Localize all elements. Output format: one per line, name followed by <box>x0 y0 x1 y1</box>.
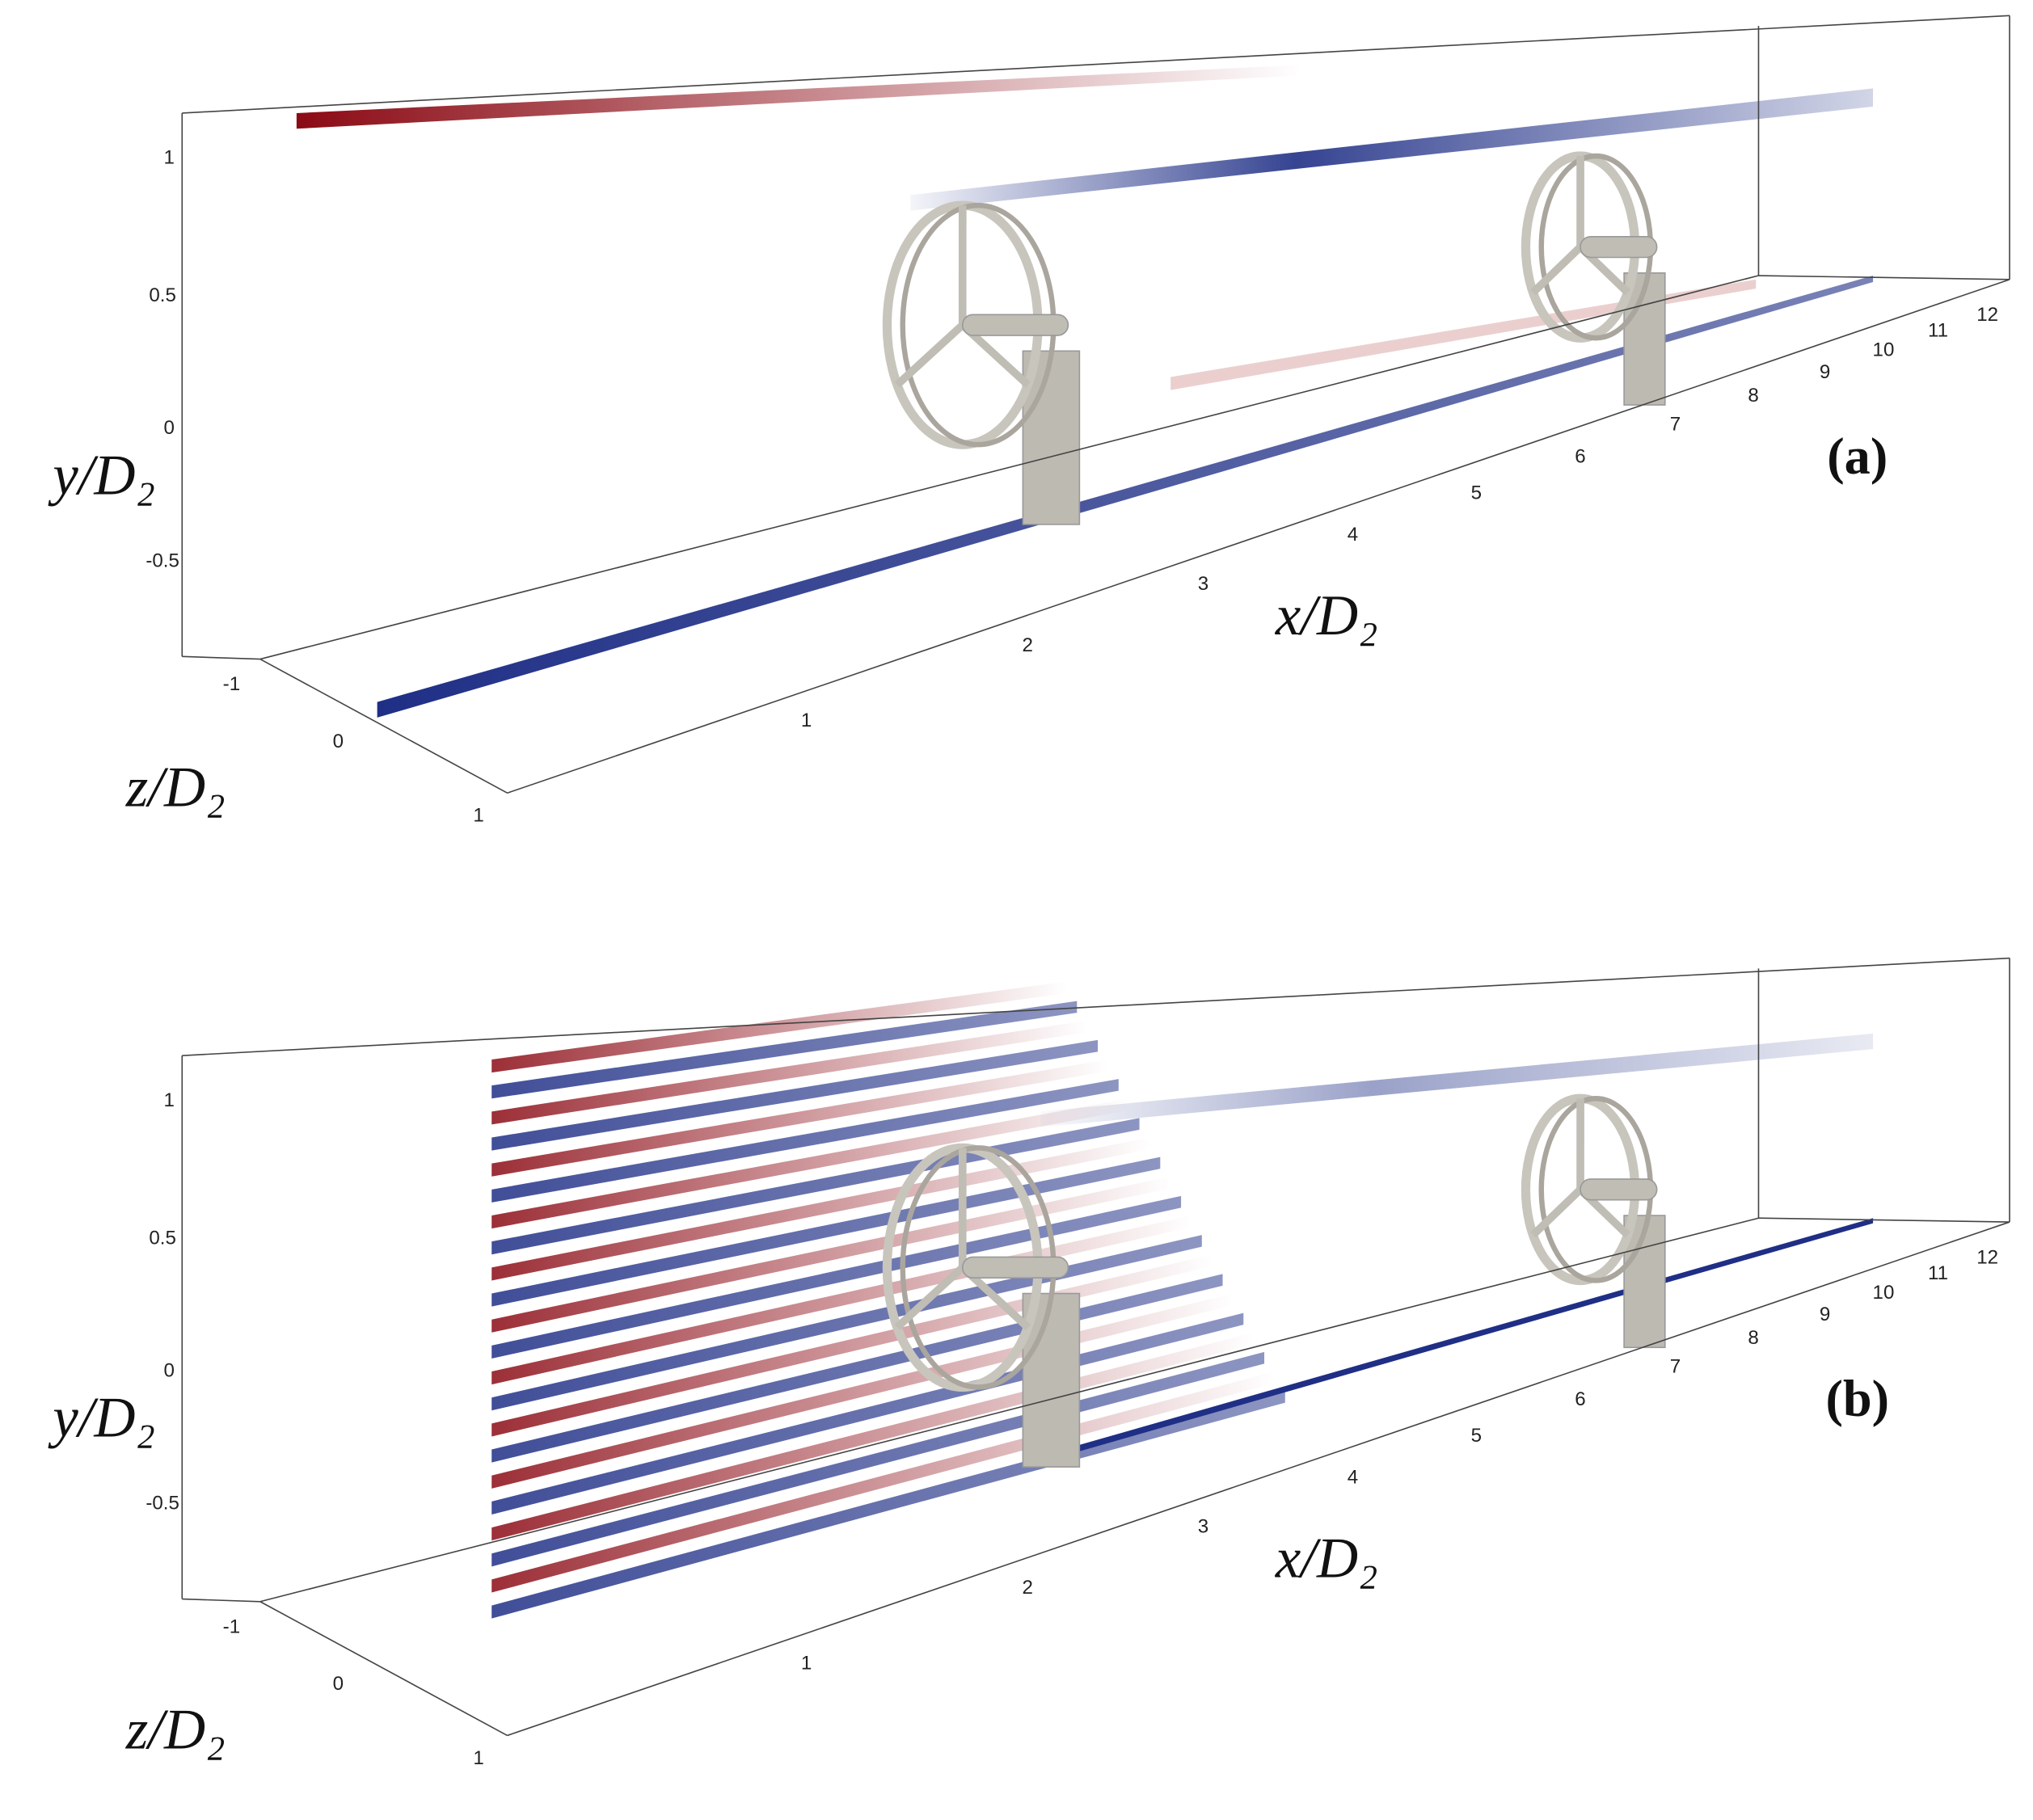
vorticity-stripe <box>491 1059 1108 1177</box>
x-tick-label: 5 <box>1471 482 1482 504</box>
x-tick-label: 3 <box>1198 573 1208 595</box>
nacelle <box>961 314 1069 336</box>
z-tick-label: 1 <box>473 805 483 827</box>
x-tick-label: 5 <box>1471 1425 1482 1447</box>
blade <box>894 322 965 388</box>
y-tick-label: 1 <box>163 1089 174 1111</box>
x-tick-label: 7 <box>1670 413 1681 435</box>
x-tick-label: 4 <box>1348 1466 1358 1488</box>
z-tick-label: -1 <box>223 1616 240 1637</box>
box-edge <box>1758 275 2010 280</box>
box-edge <box>259 275 1759 660</box>
x-tick-label: 11 <box>1928 1262 1948 1284</box>
x-tick-label: 9 <box>1820 361 1830 383</box>
x-tick-label: 1 <box>801 1652 812 1674</box>
x-tick-label: 10 <box>1873 339 1895 361</box>
vorticity-stripe <box>491 1195 1182 1359</box>
y-axis-label: y/D₂ <box>48 444 155 507</box>
vorticity-blue <box>377 276 1874 718</box>
blade <box>894 1264 965 1330</box>
vorticity-stripe <box>491 1176 1171 1333</box>
blade <box>1530 1186 1584 1238</box>
x-axis-label: x/D₂ <box>1275 1527 1378 1590</box>
z-tick-label: 0 <box>333 1673 344 1695</box>
vorticity-stripe <box>491 1156 1161 1307</box>
x-tick-label: 12 <box>1976 304 1998 326</box>
z-axis-label: z/D₂ <box>125 1699 226 1762</box>
x-tick-label: 4 <box>1348 524 1358 546</box>
box-edge <box>259 1601 508 1737</box>
vorticity-stripe <box>491 1039 1099 1151</box>
x-tick-label: 6 <box>1575 1388 1585 1410</box>
box-edge <box>1758 1217 2010 1223</box>
x-tick-label: 12 <box>1976 1246 1998 1268</box>
vorticity-stripe <box>491 1020 1088 1125</box>
x-tick-label: 7 <box>1670 1356 1681 1378</box>
nacelle <box>1580 1178 1658 1201</box>
box-edge <box>259 658 508 794</box>
x-tick-label: 10 <box>1873 1282 1895 1304</box>
z-axis-label: z/D₂ <box>125 756 226 819</box>
nacelle <box>1580 235 1658 259</box>
y-tick-label: 1 <box>163 147 174 169</box>
box-edge <box>259 1217 1759 1603</box>
y-tick-label: -0.5 <box>146 550 179 571</box>
y-tick-label: -0.5 <box>146 1492 179 1514</box>
x-tick-label: 9 <box>1820 1304 1830 1325</box>
x-tick-label: 6 <box>1575 446 1585 468</box>
y-axis-label: y/D₂ <box>48 1387 155 1450</box>
x-tick-label: 2 <box>1022 634 1032 656</box>
panel-label: (a) <box>1827 428 1887 485</box>
x-tick-label: 3 <box>1198 1515 1208 1537</box>
z-tick-label: -1 <box>223 673 240 695</box>
x-tick-label: 8 <box>1748 1327 1758 1349</box>
box-edge <box>182 957 2010 1056</box>
vorticity-blue <box>1040 1033 1874 1127</box>
vorticity-stripe <box>491 1098 1129 1229</box>
x-tick-label: 8 <box>1748 385 1758 407</box>
y-tick-label: 0 <box>163 1359 174 1381</box>
box-edge <box>182 1598 260 1603</box>
box-edge <box>182 655 260 660</box>
box-edge <box>507 279 2010 794</box>
vorticity-blue <box>910 88 1874 211</box>
x-axis-label: x/D₂ <box>1275 584 1378 647</box>
vorticity-stripe <box>491 1001 1078 1099</box>
vorticity-red <box>1170 279 1757 390</box>
x-tick-label: 1 <box>801 710 812 731</box>
x-tick-label: 2 <box>1022 1577 1032 1599</box>
panel: 12345678910111210.50-0.5-101x/D₂y/D₂z/D₂… <box>48 957 2010 1769</box>
panel-label: (b) <box>1825 1370 1889 1427</box>
blade <box>1530 244 1584 296</box>
y-tick-label: 0.5 <box>149 1227 176 1249</box>
z-tick-label: 1 <box>473 1747 483 1769</box>
vorticity-stripe <box>491 981 1067 1073</box>
vorticity-stripe <box>491 1235 1202 1411</box>
vorticity-stripe <box>491 1079 1119 1203</box>
box-edge <box>182 15 2010 114</box>
vorticity-stripe <box>491 1137 1150 1281</box>
x-tick-label: 11 <box>1928 320 1948 342</box>
panel: 12345678910111210.50-0.5-101x/D₂y/D₂z/D₂… <box>48 15 2010 827</box>
nacelle <box>961 1256 1069 1279</box>
y-tick-label: 0.5 <box>149 284 176 306</box>
z-tick-label: 0 <box>333 731 344 752</box>
y-tick-label: 0 <box>163 417 174 439</box>
box-edge <box>507 1221 2010 1737</box>
vorticity-red <box>296 65 1301 129</box>
